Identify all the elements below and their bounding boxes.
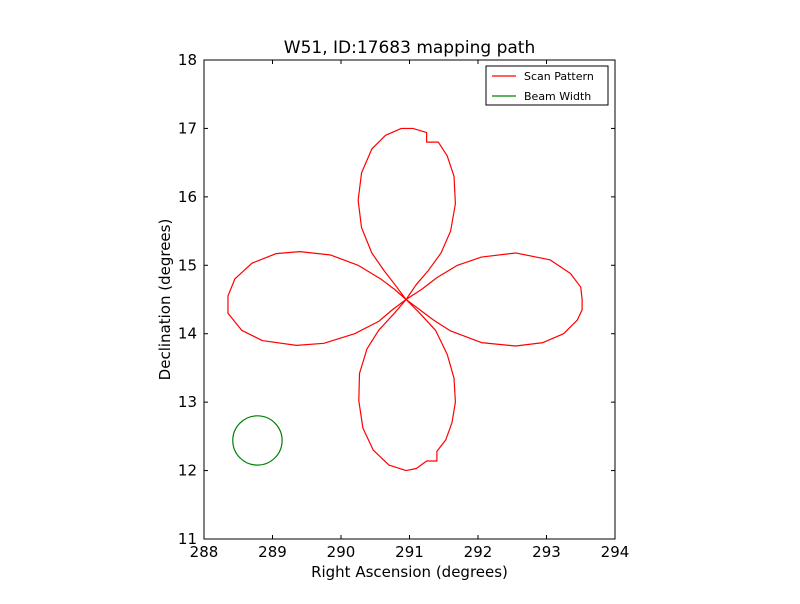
legend-label-beam-width: Beam Width: [524, 90, 591, 103]
x-tick-label: 288: [190, 543, 219, 561]
beam-width-circle: [232, 415, 283, 466]
y-tick-label: 18: [178, 51, 197, 69]
y-tick-label: 13: [178, 393, 197, 411]
plot-area: [204, 60, 615, 539]
y-tick-label: 17: [178, 119, 197, 137]
x-tick-label: 294: [601, 543, 630, 561]
y-tick-label: 16: [178, 188, 197, 206]
y-tick-label: 15: [178, 256, 197, 274]
x-tick-label: 289: [258, 543, 287, 561]
series-layer: [227, 127, 583, 472]
y-tick-label: 11: [178, 530, 197, 548]
x-axis-label: Right Ascension (degrees): [311, 563, 508, 581]
legend-label-scan-pattern: Scan Pattern: [524, 70, 594, 83]
x-tick-label: 293: [532, 543, 561, 561]
x-tick-label: 291: [395, 543, 424, 561]
ticks-layer: 288 289 290 291 292 293 294 11 12 13 14 15 16 17 18: [178, 51, 629, 561]
x-tick-label: 290: [327, 543, 356, 561]
legend-box: [485, 65, 609, 106]
scan-pattern-line: [227, 127, 583, 472]
chart-title: W51, ID:17683 mapping path: [284, 38, 535, 58]
y-axis-label: Declination (degrees): [156, 219, 174, 381]
y-tick-label: 14: [178, 325, 197, 343]
legend: Scan Pattern Beam Width: [485, 65, 609, 106]
y-tick-label: 12: [178, 462, 197, 480]
x-tick-label: 292: [464, 543, 493, 561]
